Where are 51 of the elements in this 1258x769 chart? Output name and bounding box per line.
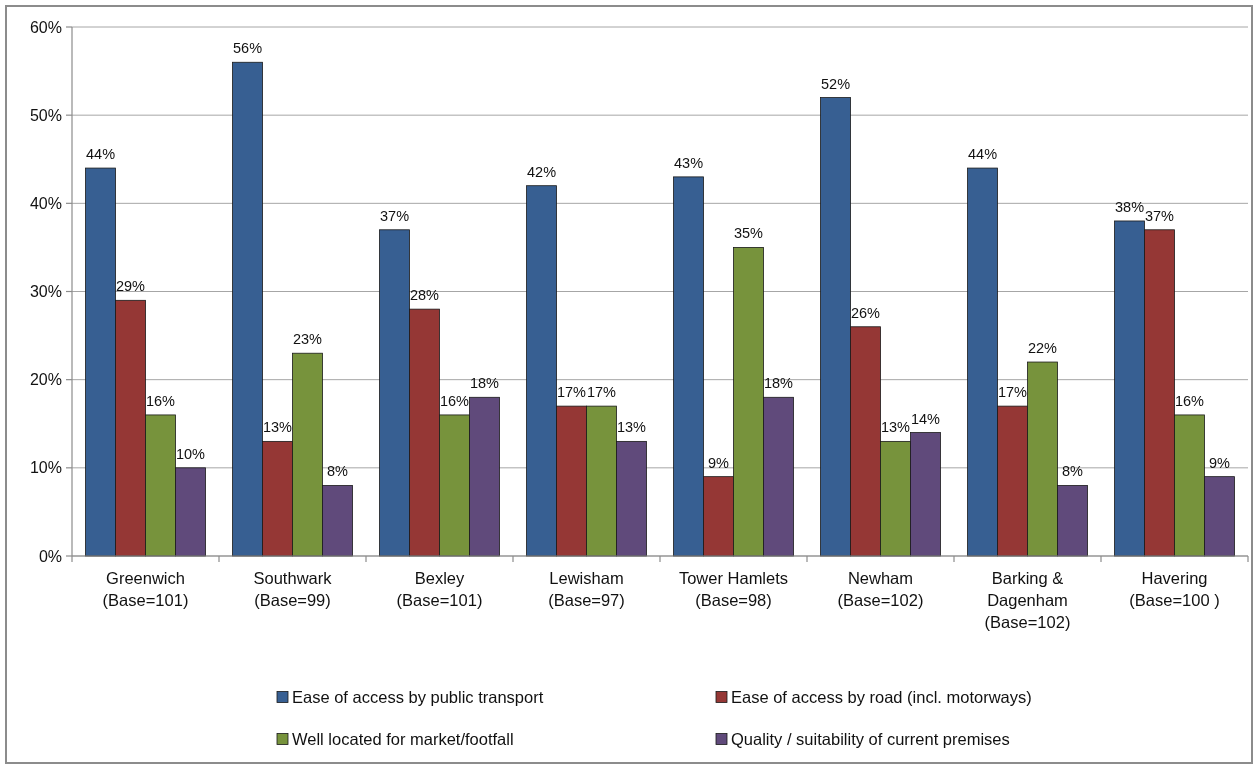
data-label: 16%: [439, 392, 470, 409]
y-tick-label: 20%: [29, 371, 62, 389]
legend-label: Well located for market/footfall: [292, 729, 514, 748]
data-label: 42%: [527, 163, 557, 180]
data-label: 9%: [708, 454, 730, 471]
y-tick-label: 60%: [29, 18, 62, 36]
x-tick-label: Havering (Base=100 ): [1129, 569, 1220, 609]
x-tick-label: Bexley (Base=101): [396, 569, 483, 609]
x-tick-label: Southwark (Base=99): [253, 569, 333, 609]
data-label: 16%: [1174, 392, 1205, 409]
data-label: 52%: [821, 75, 851, 92]
data-label: 29%: [115, 278, 146, 295]
x-tick-label: Newham (Base=102): [837, 569, 924, 609]
data-label: 8%: [327, 463, 349, 480]
data-label: 35%: [733, 225, 764, 242]
legend-label: Quality / suitability of current premises: [731, 729, 1010, 748]
x-tick-label: Barking & Dagenham (Base=102): [984, 569, 1071, 631]
x-tick-label: Lewisham (Base=97): [548, 569, 625, 609]
data-label: 28%: [409, 287, 440, 304]
data-label: 17%: [997, 384, 1028, 401]
y-tick-label: 0%: [38, 547, 62, 565]
x-tick-label: Greenwich (Base=101): [102, 569, 189, 609]
data-label: 13%: [262, 419, 293, 436]
data-label: 44%: [86, 146, 116, 163]
y-tick-label: 10%: [29, 459, 62, 477]
data-label: 37%: [380, 207, 410, 224]
data-label: 13%: [616, 419, 647, 436]
data-label: 38%: [1115, 198, 1145, 215]
data-label: 16%: [145, 392, 176, 409]
data-label: 18%: [763, 375, 794, 392]
legend-label: Ease of access by road (incl. motorways): [731, 687, 1032, 706]
y-tick-label: 40%: [29, 194, 62, 212]
data-label: 44%: [968, 146, 998, 163]
data-label: 56%: [233, 40, 263, 57]
x-tick-label: Tower Hamlets (Base=98): [678, 569, 789, 609]
data-label: 37%: [1144, 207, 1175, 224]
data-label: 17%: [586, 384, 617, 401]
y-tick-label: 50%: [29, 106, 62, 124]
data-label: 14%: [910, 410, 941, 427]
data-label: 18%: [469, 375, 500, 392]
data-label: 26%: [850, 304, 881, 321]
data-label: 13%: [880, 419, 911, 436]
data-label: 17%: [556, 384, 587, 401]
data-label: 22%: [1027, 340, 1058, 357]
data-label: 8%: [1062, 463, 1084, 480]
data-label: 23%: [292, 331, 323, 348]
y-tick-label: 30%: [29, 283, 62, 301]
data-label: 43%: [674, 154, 704, 171]
legend-label: Ease of access by public transport: [292, 687, 544, 706]
data-label: 9%: [1209, 454, 1231, 471]
data-label: 10%: [175, 445, 206, 462]
